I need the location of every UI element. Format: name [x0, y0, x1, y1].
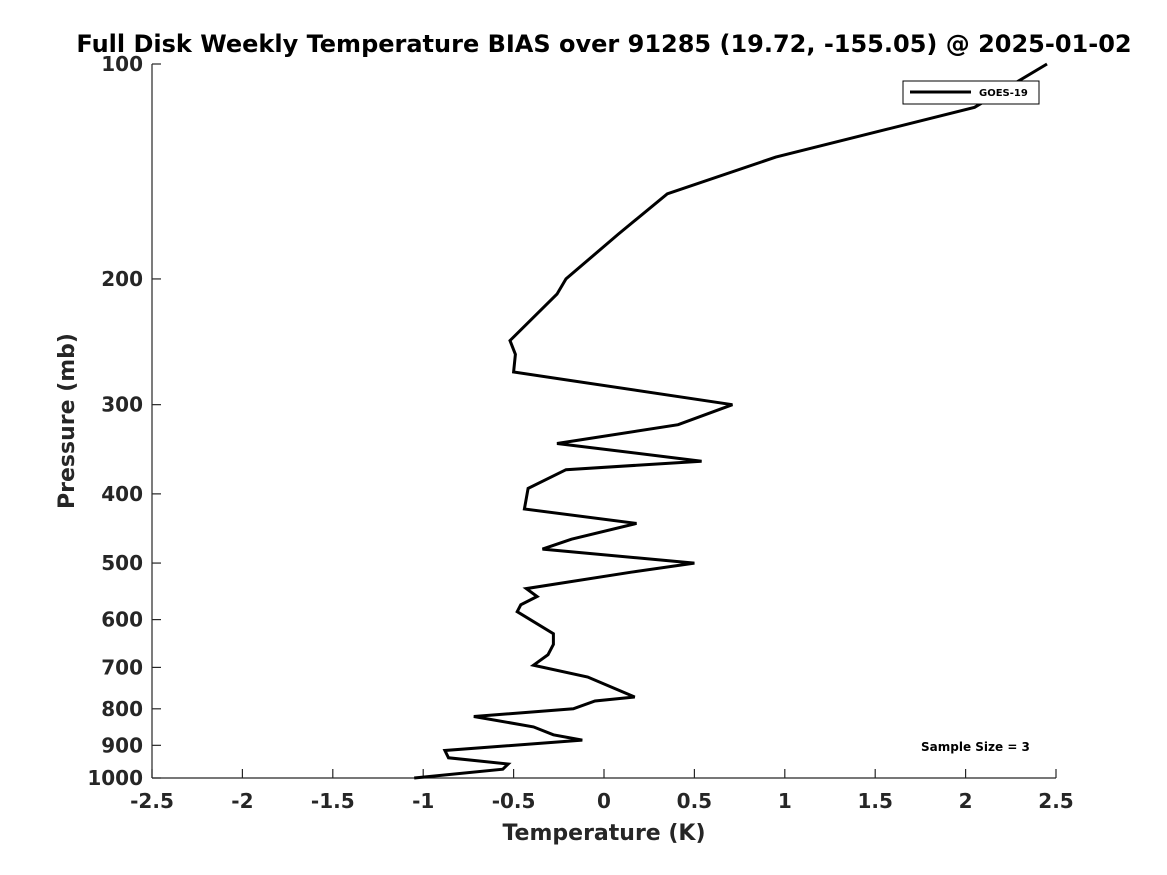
y-tick-label: 700 — [101, 655, 143, 679]
x-tick-label: -2.5 — [130, 789, 174, 813]
y-axis-label: Pressure (mb) — [55, 333, 80, 509]
x-tick-label: -2 — [231, 789, 253, 813]
series-line-goes-19 — [414, 62, 1048, 780]
x-tick-label: -0.5 — [492, 789, 536, 813]
series-group — [414, 62, 1048, 780]
y-tick-label: 1000 — [87, 766, 143, 790]
x-tick-label: 0.5 — [677, 789, 712, 813]
x-tick-label: 2.5 — [1038, 789, 1073, 813]
x-tick-label: 1.5 — [857, 789, 892, 813]
legend: GOES-19 — [902, 80, 1040, 105]
sample-size-annotation: Sample Size = 3 — [921, 740, 1030, 754]
x-tick-label: 2 — [959, 789, 973, 813]
y-tick-label: 900 — [101, 733, 143, 757]
y-tick-label: 800 — [101, 697, 143, 721]
y-tick-label: 400 — [101, 482, 143, 506]
y-axis-ticks: 100 200 300 400 500 600 700 800 900 1000 — [87, 52, 161, 790]
x-tick-label: 0 — [597, 789, 611, 813]
chart-title: Full Disk Weekly Temperature BIAS over 9… — [76, 30, 1131, 58]
x-axis-label: Temperature (K) — [502, 821, 705, 846]
x-axis-ticks: -2.5 -2 -1.5 -1 -0.5 0 0.5 1 1.5 2 2.5 — [130, 769, 1074, 813]
x-tick-label: 1 — [778, 789, 792, 813]
y-tick-label: 200 — [101, 267, 143, 291]
y-tick-label: 300 — [101, 393, 143, 417]
y-tick-label: 500 — [101, 551, 143, 575]
x-tick-label: -1 — [412, 789, 434, 813]
legend-label-goes-19: GOES-19 — [979, 88, 1028, 99]
y-tick-label: 100 — [101, 52, 143, 76]
y-tick-label: 600 — [101, 608, 143, 632]
x-tick-label: -1.5 — [311, 789, 355, 813]
